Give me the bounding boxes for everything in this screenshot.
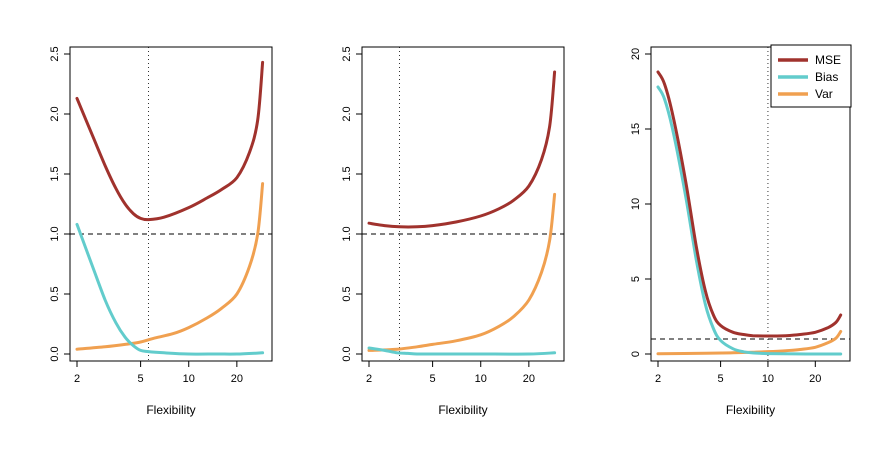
plot-frame [69, 46, 273, 362]
y-tick-label: 0 [630, 351, 642, 357]
x-tick-label: 5 [138, 373, 144, 385]
x-tick-label: 2 [74, 373, 80, 385]
x-tick-label: 20 [809, 373, 821, 385]
series-line-bias [656, 85, 843, 356]
y-tick-label: 1.5 [49, 166, 61, 181]
y-tick-label: 15 [630, 123, 642, 135]
plot-frame [361, 46, 565, 362]
x-axis-label: Flexibility [146, 403, 195, 417]
x-tick-label: 10 [475, 373, 487, 385]
y-tick-label: 1.5 [341, 166, 353, 181]
y-tick-label: 1.0 [341, 226, 353, 241]
x-tick-label: 2 [655, 373, 661, 385]
y-tick-label: 2.5 [341, 46, 353, 61]
y-tick-label: 0.5 [341, 286, 353, 301]
x-tick-label: 5 [718, 373, 724, 385]
y-tick-label: 5 [630, 276, 642, 282]
y-tick-label: 2.5 [49, 46, 61, 61]
series-line-bias [367, 346, 557, 356]
y-tick-label: 20 [630, 48, 642, 60]
x-axis-label: Flexibility [438, 403, 487, 417]
series-line-mse [75, 60, 265, 222]
series-line-var [75, 182, 265, 351]
x-tick-label: 2 [366, 373, 372, 385]
x-tick-label: 10 [762, 373, 774, 385]
y-tick-label: 10 [630, 198, 642, 210]
series-line-var [656, 330, 843, 356]
chart-panel-2: 0.0 0.5 1.0 1.5 2.0 2.5 2 5 10 20 Flexibility [341, 46, 565, 417]
x-tick-label: 10 [183, 373, 195, 385]
series-line-bias [75, 222, 265, 356]
legend-label-mse: MSE [815, 53, 841, 67]
legend: MSE Bias Var [770, 44, 852, 108]
series-line-mse [367, 70, 557, 229]
y-tick-label: 2.0 [341, 106, 353, 121]
y-tick-label: 0.5 [49, 286, 61, 301]
x-axis-label: Flexibility [726, 403, 775, 417]
y-tick-label: 1.0 [49, 226, 61, 241]
x-tick-label: 5 [430, 373, 436, 385]
series-line-mse [656, 70, 843, 338]
legend-label-var: Var [815, 87, 833, 101]
legend-label-bias: Bias [815, 70, 838, 84]
y-tick-label: 0.0 [341, 346, 353, 361]
x-tick-label: 20 [523, 373, 535, 385]
chart-panel-1: 0.0 0.5 1.0 1.5 2.0 2.5 2 5 10 20 Flexibility [49, 46, 273, 417]
y-tick-label: 0.0 [49, 346, 61, 361]
y-tick-label: 2.0 [49, 106, 61, 121]
series-line-var [367, 192, 557, 352]
x-tick-label: 20 [231, 373, 243, 385]
